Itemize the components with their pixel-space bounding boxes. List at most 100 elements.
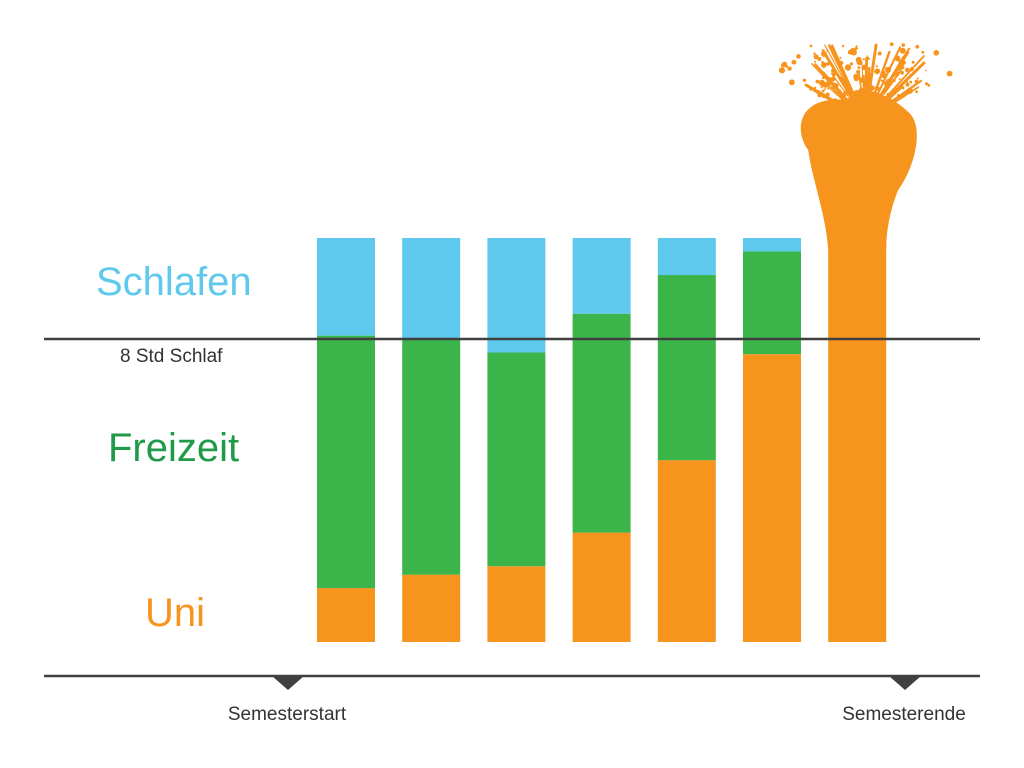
bar-freizeit-4 [572,313,631,533]
explosion-streak [814,63,856,109]
explosion-streak [862,76,866,107]
explosion-particle [905,67,910,73]
explosion-particle [824,88,827,91]
bar-uni-7 [828,238,887,642]
explosion-streak [869,50,891,106]
legend-label-uni: Uni [145,591,205,635]
explosion-particle [880,79,884,82]
semesterende-label: Semesterende [842,704,966,725]
reference-line-label: 8 Std Schlaf [120,346,223,367]
explosion-streak [857,70,864,101]
explosion-particle [889,42,894,47]
explosion-plume [800,90,917,250]
explosion-particle [813,54,819,60]
bar-group [317,238,887,642]
explosion-particle [854,46,858,51]
explosion-streak [867,43,878,96]
explosion-particle [925,82,929,86]
explosion-streak [831,44,858,102]
explosion-particle [849,62,854,66]
bar-schlafen-3 [487,238,546,353]
explosion-particle [841,44,845,48]
bar-schlafen-2 [402,238,461,339]
explosion-particle [815,79,820,84]
explosion-particle [901,43,906,47]
bar-uni-6 [743,354,801,642]
explosion-particle [855,45,858,48]
explosion-particle [809,44,813,48]
explosion-particle [921,50,925,54]
explosion-particle [839,56,842,59]
explosion-particle [905,82,910,87]
explosion-particle [814,60,817,63]
explosion-particle [874,68,880,75]
explosion-streak [865,55,869,94]
explosion-particle [821,62,827,68]
bar-uni-1 [317,588,375,642]
bar-uni-2 [402,574,461,642]
explosion-streak [828,44,855,96]
bar-freizeit-5 [657,275,716,461]
explosion-particle [778,67,786,74]
explosion-particle [946,70,953,77]
explosion-particle [900,70,904,75]
explosion-particle [854,78,856,80]
bar-freizeit-6 [743,251,801,355]
explosion-particle [898,78,901,80]
bar-uni-5 [657,460,716,642]
explosion-streak [880,94,906,111]
bar-uni-4 [572,532,631,642]
bar-freizeit-2 [402,339,461,575]
bar-schlafen-1 [317,238,375,336]
explosion-particle [853,73,859,80]
bar-freizeit-3 [487,352,546,567]
explosion-particle [911,60,915,64]
explosion-streak [883,61,926,102]
legend-label-freizeit: Freizeit [108,426,239,470]
explosion-streak [820,80,846,103]
explosion-streak [830,72,849,98]
explosion-streak [884,55,925,100]
bar-schlafen-5 [657,238,716,276]
explosion-particle [916,77,919,80]
explosion-particle [856,59,863,66]
explosion-particle [875,65,878,68]
legend-label-schlafen: Schlafen [96,260,252,304]
explosion-particle [821,89,825,93]
bar-schlafen-4 [572,238,631,314]
explosion-particle [788,79,795,86]
explosion-particle [925,69,927,72]
explosion-particle [844,64,852,71]
explosion-particle [927,83,931,87]
explosion-particle [857,66,861,69]
bar-schlafen-6 [743,238,801,252]
explosion-annotation [778,42,953,250]
explosion-streak [865,66,871,96]
explosion-particle [915,90,919,94]
explosion-streak [839,77,857,105]
explosion-streak [880,47,910,95]
explosion-particle [791,59,797,65]
semesterstart-label: Semesterstart [228,704,347,725]
explosion-particle [877,71,880,74]
explosion-particle [796,54,801,59]
explosion-particle [850,47,856,54]
explosion-streak [882,79,923,109]
semesterstart-marker [272,676,304,690]
semesterende-marker [889,676,921,690]
explosion-particle [909,80,913,84]
explosion-particle [787,66,792,71]
explosion-streak [804,84,850,112]
bar-uni-3 [487,566,546,642]
explosion-particle [858,94,861,97]
explosion-streak [883,69,902,95]
explosion-streak [841,77,855,100]
explosion-particle [915,44,920,49]
explosion-particle [802,78,807,83]
explosion-particle [781,61,788,67]
explosion-streak [874,46,902,100]
explosion-particle [826,62,830,66]
explosion-particle [862,58,865,61]
explosion-streak [829,86,855,110]
